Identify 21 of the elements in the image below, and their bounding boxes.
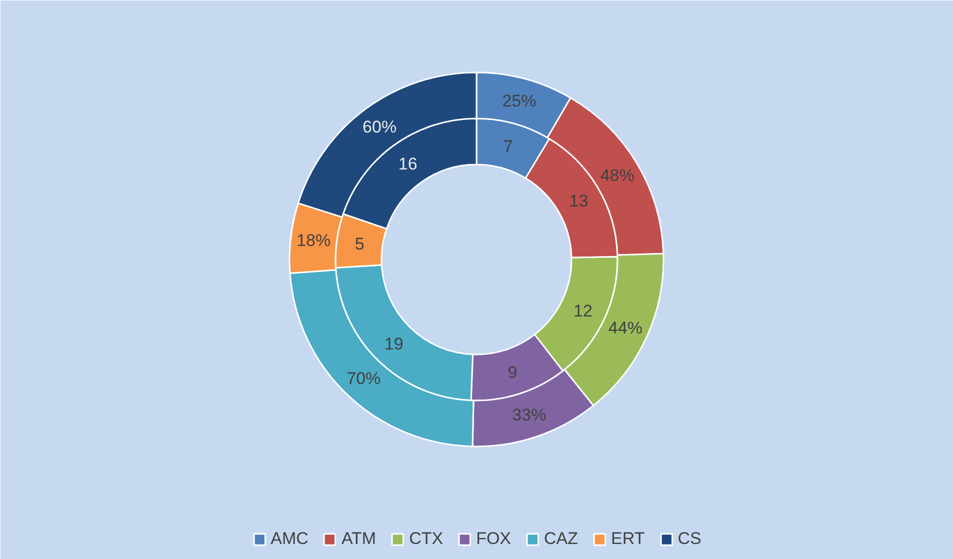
data-label: 19 — [384, 334, 404, 354]
legend-label: AMC — [270, 529, 308, 549]
data-label: 33% — [512, 405, 546, 424]
data-label: 13 — [569, 192, 588, 210]
legend-label: CAZ — [544, 529, 578, 549]
data-label: 7 — [503, 136, 513, 156]
legend-label: ERT — [611, 529, 645, 549]
data-label: 48% — [600, 166, 634, 186]
legend-label: CS — [678, 529, 702, 549]
data-label: 18% — [296, 231, 331, 250]
data-label: 5 — [354, 234, 364, 254]
data-label: 9 — [508, 362, 518, 382]
data-label: 60% — [362, 118, 397, 137]
legend-label: ATM — [341, 529, 376, 549]
data-label: 44% — [608, 318, 642, 338]
legend-label: CTX — [409, 529, 444, 549]
data-label: 70% — [346, 368, 381, 388]
legend-label: FOX — [476, 529, 512, 549]
data-label: 16 — [398, 154, 418, 174]
data-label: 12 — [574, 301, 592, 320]
data-label: 25% — [502, 92, 536, 111]
